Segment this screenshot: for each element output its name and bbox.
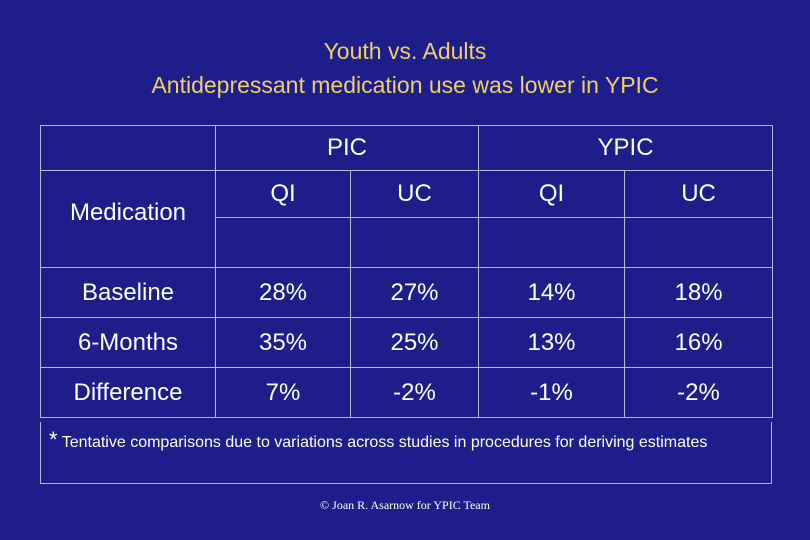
medication-table: PIC YPIC Medication QI UC QI UC Baseline… <box>40 125 774 418</box>
slide-subtitle: Antidepressant medication use was lower … <box>151 72 659 98</box>
sub-header-ypic-uc: UC <box>624 170 774 218</box>
empty-cell <box>624 217 774 268</box>
group-header-ypic: YPIC <box>478 125 774 171</box>
corner-cell <box>40 125 216 171</box>
row-label: Baseline <box>40 267 216 318</box>
table-row-baseline: Baseline 28% 27% 14% 18% <box>40 267 774 318</box>
group-header-row: PIC YPIC <box>40 125 774 171</box>
empty-cell <box>349 217 480 268</box>
value-cell: 7% <box>215 367 351 418</box>
footnote-text: Tentative comparisons due to variations … <box>61 434 708 451</box>
value-cell: 16% <box>624 317 774 368</box>
row-header-medication: Medication <box>40 170 216 268</box>
medication-label: Medication <box>69 199 187 226</box>
sub-header-ypic-qi: QI <box>478 170 626 218</box>
value-cell: 13% <box>478 317 626 368</box>
value-cell: -2% <box>349 367 480 418</box>
row-label: Difference <box>40 367 216 418</box>
footnote: * Tentative comparisons due to variation… <box>40 422 772 484</box>
table-row-6-months: 6-Months 35% 25% 13% 16% <box>40 317 774 368</box>
value-cell: 27% <box>349 267 480 318</box>
value-cell: 28% <box>215 267 351 318</box>
group-header-pic: PIC <box>214 125 480 171</box>
sub-header-pic-qi: QI <box>215 170 351 218</box>
empty-cell <box>478 217 626 268</box>
value-cell: 14% <box>478 267 626 318</box>
value-cell: 35% <box>215 317 351 368</box>
value-cell: -1% <box>478 367 626 418</box>
empty-cell <box>215 217 351 268</box>
sub-header-row: Medication QI UC QI UC <box>40 170 774 268</box>
table-row-difference: Difference 7% -2% -1% -2% <box>40 367 774 418</box>
value-cell: -2% <box>624 367 774 418</box>
slide-title: Youth vs. Adults <box>323 38 487 64</box>
sub-header-pic-uc: UC <box>349 170 480 218</box>
value-cell: 25% <box>349 317 480 368</box>
value-cell: 18% <box>624 267 774 318</box>
row-label: 6-Months <box>40 317 216 368</box>
footnote-asterisk: * <box>49 427 58 452</box>
copyright-notice: © Joan R. Asarnow for YPIC Team <box>320 498 490 512</box>
